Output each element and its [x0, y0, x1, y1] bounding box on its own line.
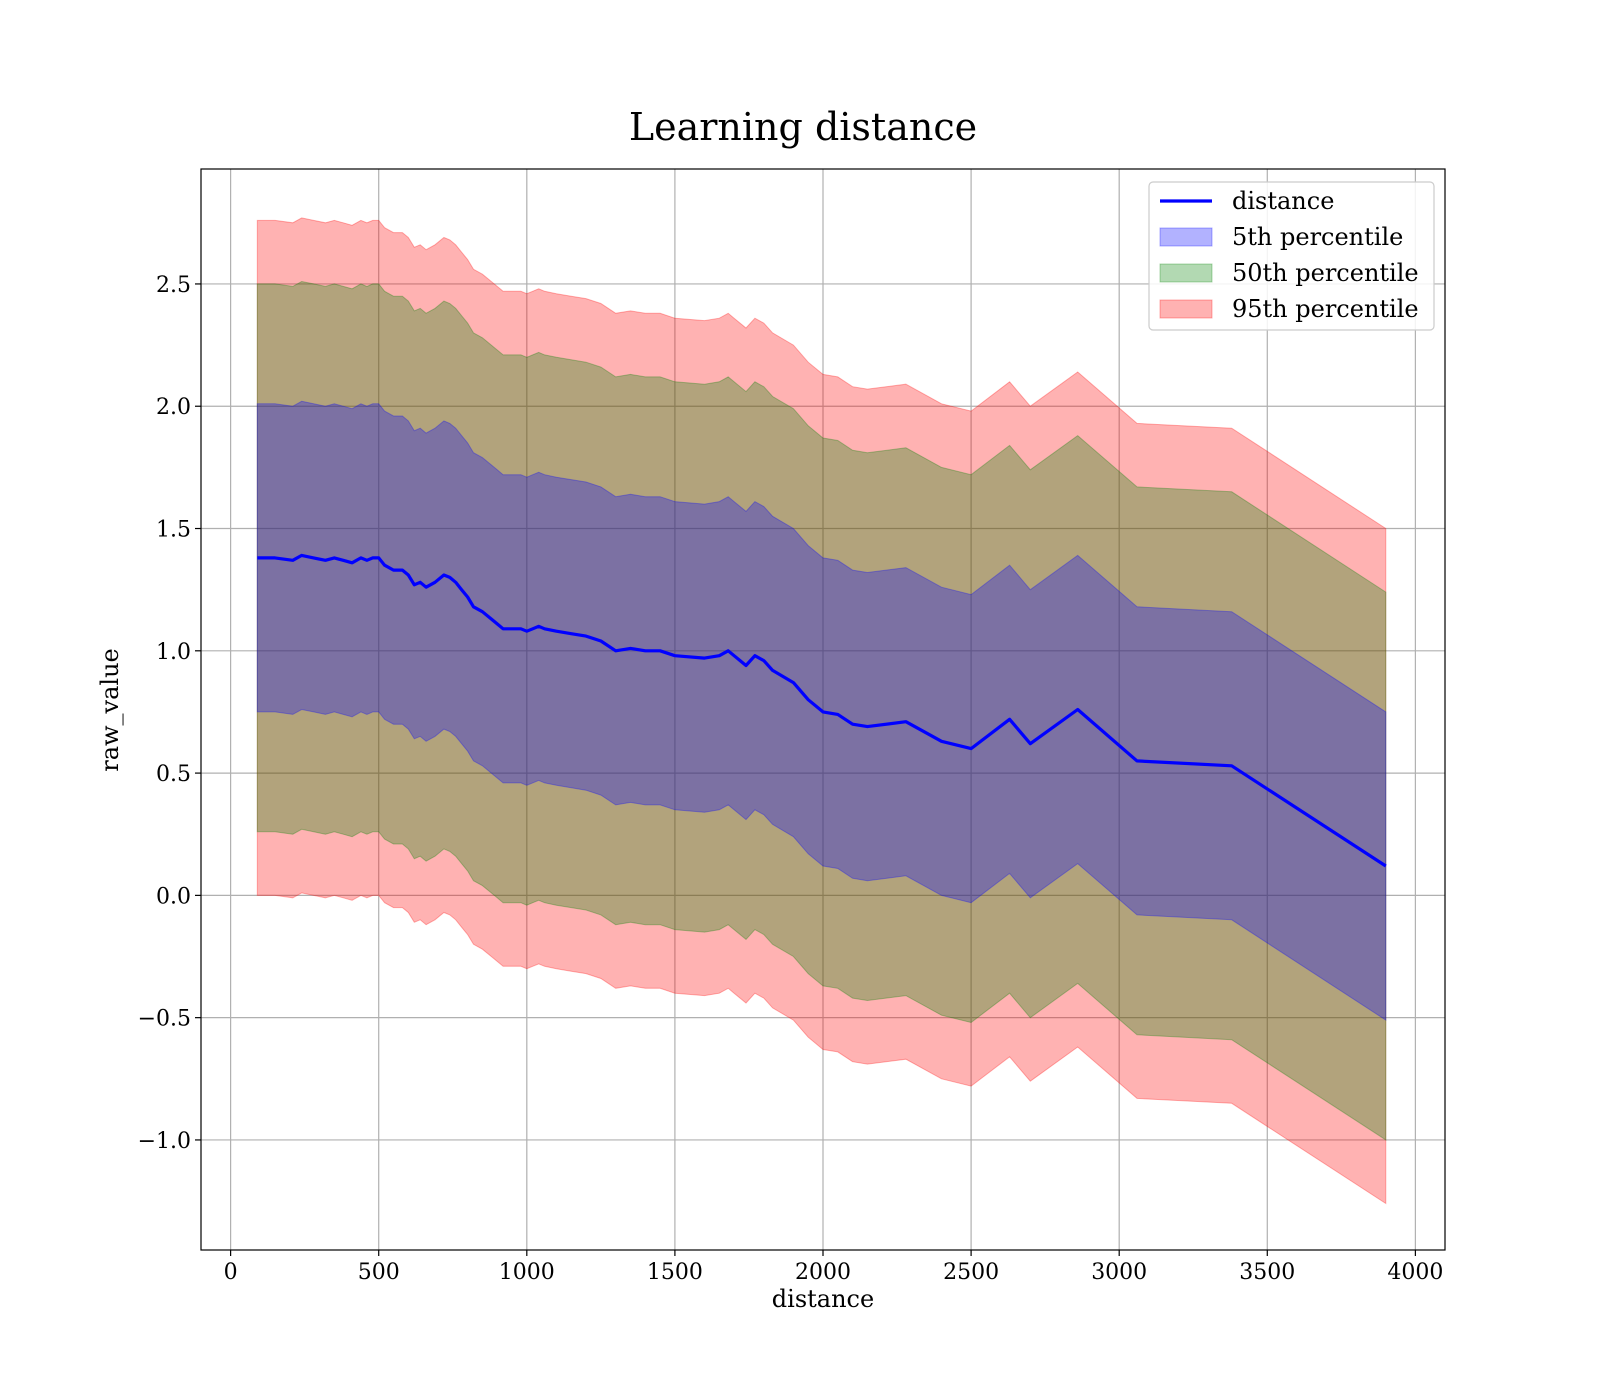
- y-tick-label: 0.5: [156, 762, 191, 787]
- y-tick-label: 2.5: [156, 273, 191, 298]
- x-tick-label: 500: [358, 1260, 400, 1285]
- legend-label: 5th percentile: [1232, 223, 1403, 251]
- y-axis-title: raw_value: [96, 648, 124, 772]
- legend-swatch-50th-percentile: [1159, 263, 1213, 283]
- legend-swatch-95th-percentile: [1159, 299, 1213, 319]
- legend-label: 50th percentile: [1232, 259, 1419, 287]
- series-line-distance: [257, 553, 1387, 868]
- legend: distance 5th percentile 50th percentile 95t…: [1148, 181, 1435, 331]
- y-tick-label: 1.5: [156, 518, 191, 543]
- x-tick-label: 0: [224, 1260, 238, 1285]
- x-tick-label: 3500: [1239, 1260, 1295, 1285]
- x-tick-label: 3000: [1091, 1260, 1147, 1285]
- x-tick-label: 1000: [499, 1260, 555, 1285]
- series-lines: [257, 553, 1387, 868]
- y-tick-label: 1.0: [156, 640, 191, 665]
- x-tick-label: 2500: [943, 1260, 999, 1285]
- y-tick-label: −0.5: [138, 1007, 191, 1032]
- legend-label: 95th percentile: [1232, 295, 1419, 323]
- x-tick-label: 1500: [647, 1260, 703, 1285]
- y-tick-label: 2.0: [156, 395, 191, 420]
- y-tick-label: 0.0: [156, 884, 191, 909]
- y-axis-ticks: −1.0 −0.5 0.0 0.5 1.0 1.5 2.0 2.5: [138, 273, 201, 1154]
- legend-swatch-5th-percentile: [1159, 227, 1213, 247]
- x-tick-label: 4000: [1387, 1260, 1443, 1285]
- legend-label: distance: [1232, 187, 1334, 215]
- x-tick-label: 2000: [795, 1260, 851, 1285]
- legend-box: [1148, 181, 1435, 331]
- x-axis-title: distance: [772, 1285, 874, 1313]
- x-axis-ticks: 0 500 1000 1500 2000 2500 3000 3500 4000: [224, 1250, 1443, 1285]
- y-tick-label: −1.0: [138, 1129, 191, 1154]
- chart-title: Learning distance: [629, 105, 977, 149]
- gridlines: [201, 169, 1445, 1250]
